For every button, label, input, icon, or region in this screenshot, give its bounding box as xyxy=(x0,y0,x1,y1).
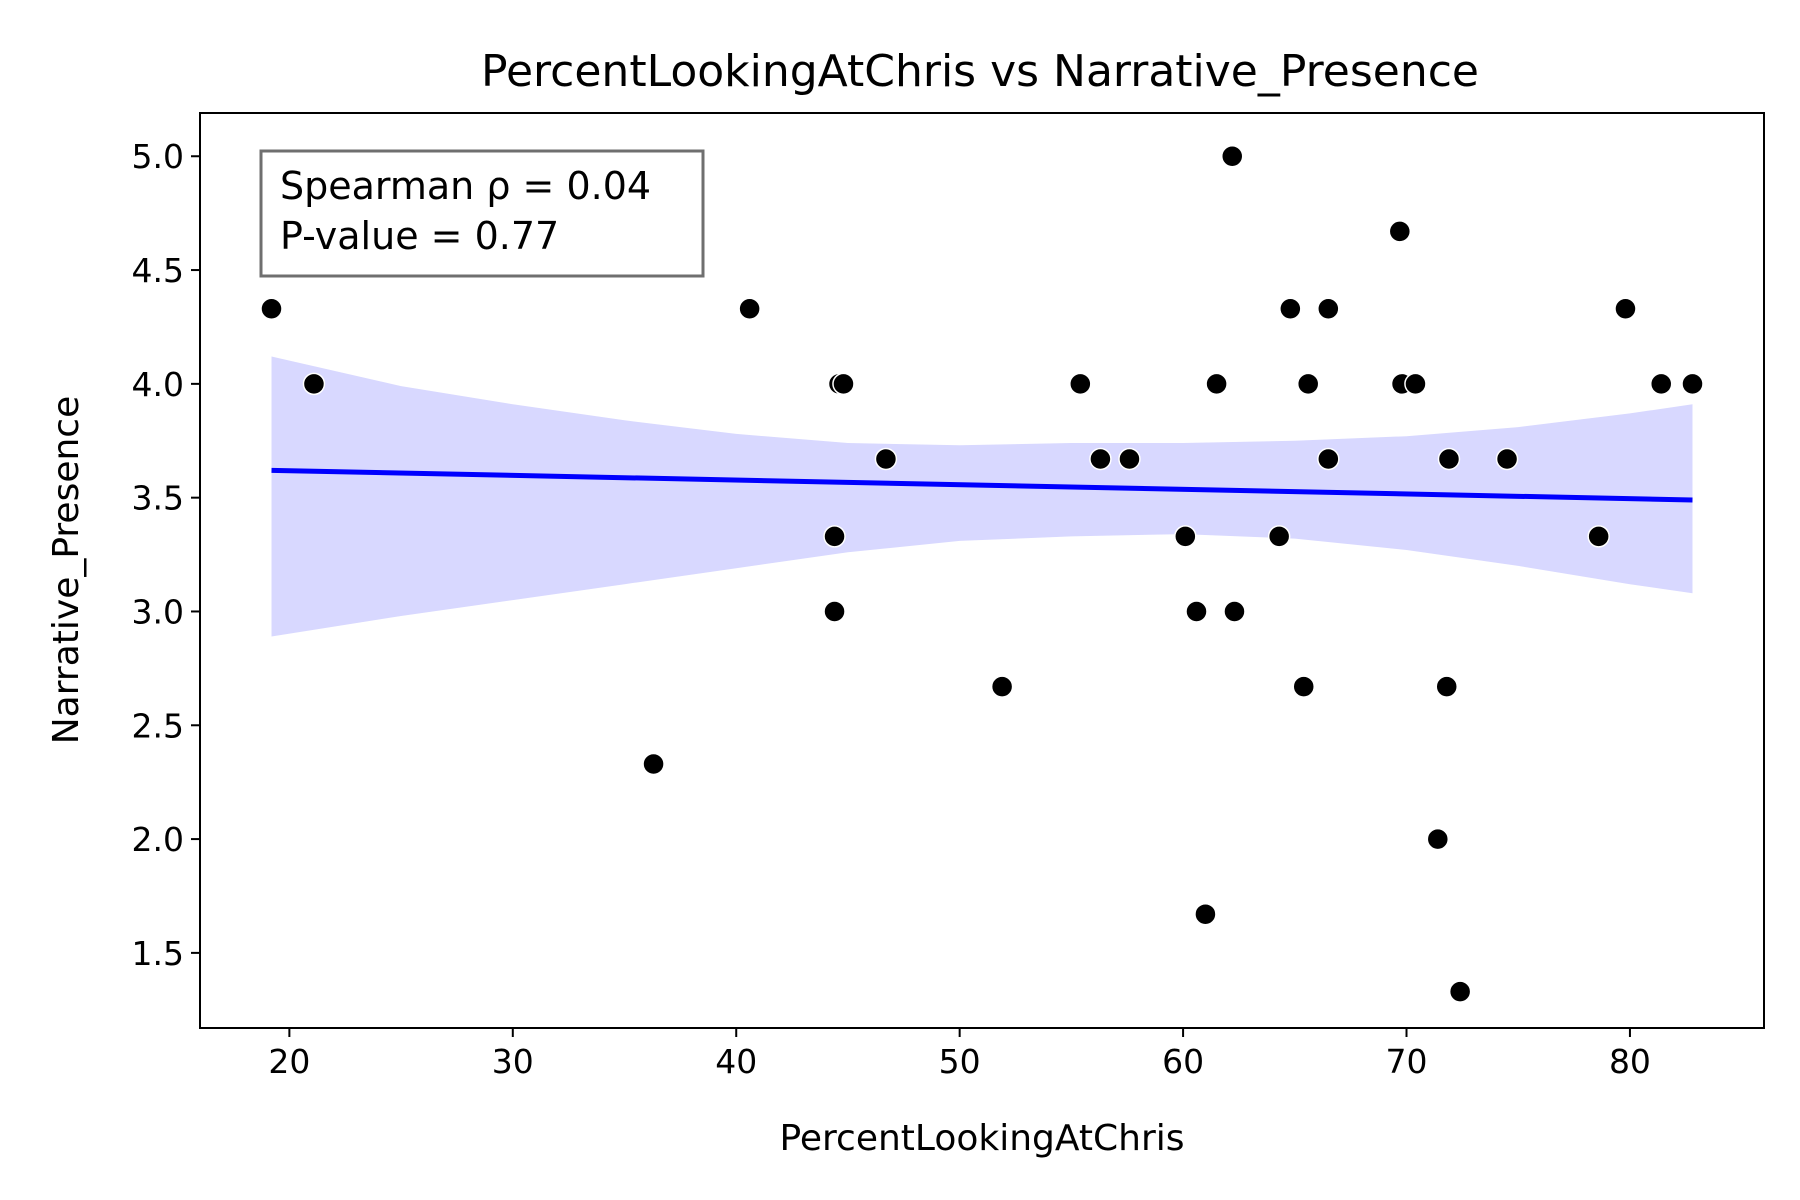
y-tick-label: 4.0 xyxy=(132,365,184,404)
y-tick-label: 1.5 xyxy=(132,934,184,973)
data-point xyxy=(1174,525,1197,548)
chart-title: PercentLookingAtChris vs Narrative_Prese… xyxy=(481,46,1479,97)
data-point xyxy=(1426,827,1450,851)
x-tick-label: 50 xyxy=(939,1042,981,1081)
data-point xyxy=(738,297,761,320)
data-point xyxy=(1435,675,1458,698)
x-tick-label: 70 xyxy=(1386,1042,1428,1081)
data-point xyxy=(1614,297,1637,320)
y-tick-label: 5.0 xyxy=(132,137,184,176)
y-axis: 1.5 2.0 2.5 3.0 3.5 4.0 4.5 5.0 xyxy=(132,137,200,973)
data-point xyxy=(1194,902,1217,926)
data-point xyxy=(1267,525,1291,548)
data-point xyxy=(302,372,326,396)
data-point xyxy=(1681,372,1704,396)
data-point xyxy=(1118,447,1141,471)
data-point xyxy=(1185,600,1208,623)
confidence-band-layer xyxy=(271,356,1693,637)
data-point xyxy=(1069,372,1092,396)
y-tick-label: 2.5 xyxy=(132,706,184,745)
data-point xyxy=(823,600,846,623)
x-tick-label: 40 xyxy=(715,1042,757,1081)
x-tick-label: 80 xyxy=(1609,1042,1651,1081)
x-axis-label: PercentLookingAtChris xyxy=(779,1118,1184,1159)
data-point xyxy=(642,752,665,776)
data-point xyxy=(1279,297,1302,320)
confidence-band xyxy=(271,356,1693,637)
data-point xyxy=(1317,447,1340,471)
data-point xyxy=(260,297,283,320)
data-point xyxy=(1495,447,1519,471)
data-point xyxy=(832,372,855,396)
data-point xyxy=(1220,144,1244,168)
regression-line xyxy=(271,467,1693,503)
annotation-box xyxy=(259,149,705,278)
data-point xyxy=(1448,980,1472,1003)
x-axis: 20 30 40 50 60 70 80 xyxy=(268,1028,1651,1081)
data-point xyxy=(1388,220,1412,243)
data-point xyxy=(1296,372,1320,396)
x-tick-label: 60 xyxy=(1162,1042,1204,1081)
data-point xyxy=(1587,525,1610,548)
data-point xyxy=(1649,372,1673,396)
y-tick-label: 4.5 xyxy=(132,251,184,290)
data-point xyxy=(1437,447,1461,471)
data-point xyxy=(1404,372,1427,396)
data-point xyxy=(1292,675,1315,698)
x-tick-label: 30 xyxy=(492,1042,534,1081)
data-point xyxy=(1205,372,1228,396)
y-axis-label: Narrative_Presence xyxy=(46,396,87,745)
annotation-spearman: Spearman ρ = 0.04 xyxy=(280,164,651,208)
data-point xyxy=(1089,447,1112,471)
data-points-layer xyxy=(260,144,1704,1003)
data-point xyxy=(990,675,1014,698)
stats-annotation: Spearman ρ = 0.04 P-value = 0.77 xyxy=(259,149,705,278)
data-point xyxy=(1223,600,1246,623)
data-point xyxy=(1317,297,1340,320)
annotation-pvalue: P-value = 0.77 xyxy=(280,214,559,258)
data-point xyxy=(823,525,846,548)
y-tick-label: 3.5 xyxy=(132,479,184,518)
y-tick-label: 3.0 xyxy=(132,592,184,631)
plot-frame xyxy=(199,112,1765,1029)
x-tick-label: 20 xyxy=(268,1042,310,1081)
y-tick-label: 2.0 xyxy=(132,820,184,859)
data-point xyxy=(874,447,898,471)
regression-line-layer xyxy=(271,467,1693,503)
